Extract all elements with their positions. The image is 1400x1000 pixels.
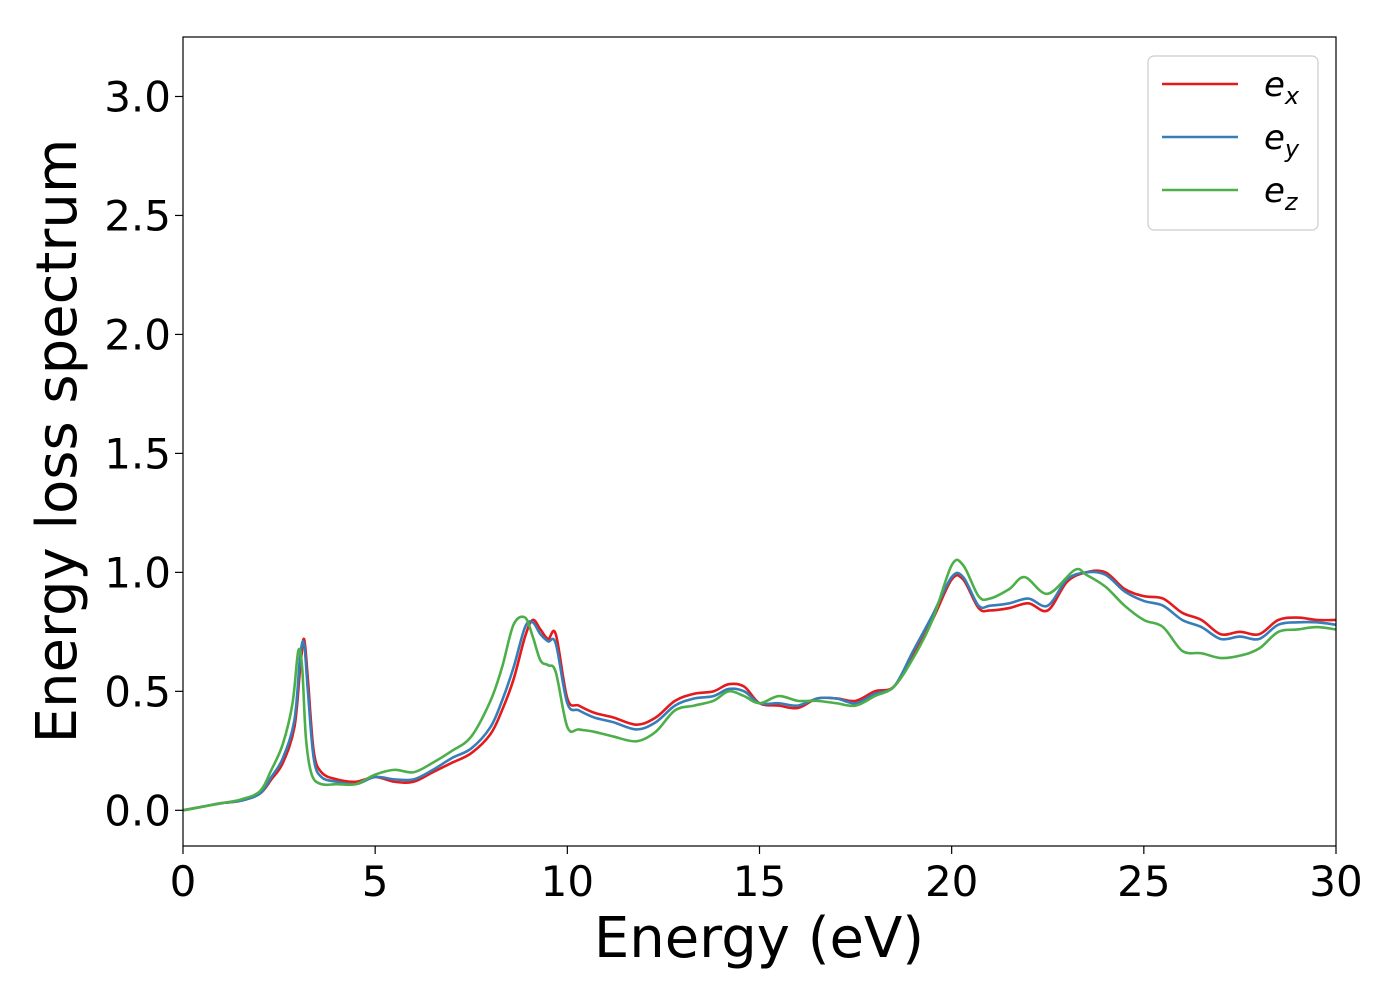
x-tick-label: 15 xyxy=(733,857,786,906)
legend-box xyxy=(1147,55,1319,231)
series-line-z xyxy=(182,558,1337,812)
y-tick-label: 2.5 xyxy=(104,191,171,240)
legend-label-x: ex xyxy=(1264,65,1300,110)
x-axis-title: Energy (eV) xyxy=(594,906,924,971)
x-tick-label: 10 xyxy=(541,857,594,906)
x-tick-label: 0 xyxy=(170,857,197,906)
y-tick-label: 1.5 xyxy=(104,429,171,478)
y-axis-title: Energy loss spectrum xyxy=(25,139,90,744)
x-tick-label: 25 xyxy=(1117,857,1170,906)
legend-label-y: ey xyxy=(1264,118,1300,163)
x-axis-ticks: 0 5 10 15 20 25 30 xyxy=(170,846,1363,906)
x-tick-label: 20 xyxy=(925,857,978,906)
x-tick-label: 5 xyxy=(362,857,389,906)
y-tick-label: 2.0 xyxy=(104,310,171,359)
y-axis-ticks: 0.0 0.5 1.0 1.5 2.0 2.5 3.0 xyxy=(104,72,183,835)
y-tick-label: 1.0 xyxy=(104,548,171,597)
y-tick-label: 3.0 xyxy=(104,72,171,121)
x-tick-label: 30 xyxy=(1309,857,1362,906)
legend: ex ey ez xyxy=(1147,55,1319,231)
series-line-y xyxy=(182,570,1337,812)
y-tick-label: 0.5 xyxy=(104,667,171,716)
y-tick-label: 0.0 xyxy=(104,786,171,835)
series-layer xyxy=(182,558,1337,812)
series-line-x xyxy=(182,569,1337,812)
legend-label-z: ez xyxy=(1264,171,1299,216)
